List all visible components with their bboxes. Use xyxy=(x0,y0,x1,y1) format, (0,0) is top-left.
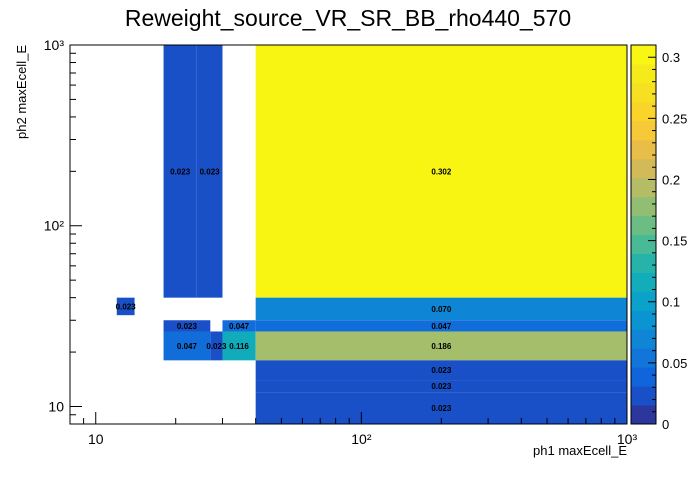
color-scale-band xyxy=(631,158,656,179)
color-scale-tick-label: 0 xyxy=(662,417,669,432)
color-scale-band xyxy=(631,101,656,122)
cell-value-label: 0.302 xyxy=(431,167,452,176)
cell-value-label: 0.023 xyxy=(431,382,452,391)
cell-value-label: 0.023 xyxy=(200,167,221,176)
color-scale-band xyxy=(631,177,656,198)
color-scale-band xyxy=(631,367,656,387)
cell-value-label: 0.116 xyxy=(229,342,249,351)
color-scale-band xyxy=(631,253,656,273)
heatmap-cell xyxy=(163,45,197,298)
cell-value-label: 0.023 xyxy=(206,342,227,351)
color-scale-tick-label: 0.05 xyxy=(662,356,687,371)
heatmap-cell xyxy=(163,320,211,332)
y-tick-label: 10³ xyxy=(44,37,65,53)
color-scale-tick-label: 0.15 xyxy=(662,234,687,249)
color-scale-band xyxy=(631,405,656,425)
cell-value-label: 0.023 xyxy=(116,302,137,311)
color-scale-tick-label: 0.3 xyxy=(662,50,680,65)
cell-value-label: 0.023 xyxy=(170,167,191,176)
cell-value-label: 0.070 xyxy=(431,305,452,314)
heatmap-cell xyxy=(196,45,223,298)
heatmap-cell xyxy=(255,380,627,393)
heatmap-cell xyxy=(255,297,627,321)
heatmap-cell xyxy=(210,331,223,361)
color-scale-tick-label: 0.2 xyxy=(662,172,680,187)
x-tick-label: 10³ xyxy=(617,431,638,447)
color-scale-band xyxy=(631,329,656,349)
color-scale-band xyxy=(631,386,656,406)
y-tick-label: 10 xyxy=(48,398,64,414)
color-scale-band xyxy=(631,82,656,103)
heatmap-cell xyxy=(255,320,627,332)
y-tick-label: 10² xyxy=(44,218,65,234)
cell-value-label: 0.186 xyxy=(431,342,452,351)
color-scale-band xyxy=(631,291,656,311)
color-scale-band xyxy=(631,120,656,141)
cell-value-label: 0.023 xyxy=(177,322,198,331)
x-axis: 10 10² 10³ xyxy=(69,412,638,447)
x-tick-label: 10² xyxy=(351,431,372,447)
cell-value-label: 0.047 xyxy=(229,322,250,331)
heatmap-cell xyxy=(222,320,256,332)
color-scale-tick-label: 0.1 xyxy=(662,295,680,310)
color-scale-tick-label: 0.25 xyxy=(662,111,687,126)
heatmap-cell xyxy=(255,360,627,381)
y-axis: 10 10² 10³ xyxy=(44,37,82,425)
heatmap-cell xyxy=(222,331,256,361)
color-scale-band xyxy=(631,63,656,84)
cell-value-label: 0.047 xyxy=(431,322,452,331)
color-scale-band xyxy=(631,234,656,254)
heatmap-cell xyxy=(116,297,135,316)
color-scale-band xyxy=(631,310,656,330)
heatmap-cell xyxy=(255,45,627,298)
color-scale-frame xyxy=(630,44,657,425)
color-scale-band xyxy=(631,45,656,65)
color-scale-band xyxy=(631,272,656,292)
cell-value-label: 0.023 xyxy=(431,366,452,375)
y-axis-label: ph2 maxEcell_E xyxy=(14,45,29,139)
x-tick-label: 10 xyxy=(88,431,104,447)
heatmap-cell xyxy=(163,331,211,361)
color-scale: 0 0.05 0.1 0.15 0.2 0.25 0.3 xyxy=(630,44,687,432)
color-scale-band xyxy=(631,196,656,217)
x-axis-label: ph1 maxEcell_E xyxy=(533,443,627,458)
cell-labels-layer: 0.023 0.023 0.302 0.023 0.070 0.023 0.047 0.047… xyxy=(116,167,452,413)
heatmap-cell xyxy=(255,331,627,361)
chart-title: Reweight_source_VR_SR_BB_rho440_570 xyxy=(125,5,571,31)
cells-layer xyxy=(116,45,627,424)
color-scale-band xyxy=(631,139,656,160)
cell-value-label: 0.047 xyxy=(177,342,198,351)
color-scale-band xyxy=(631,215,656,235)
cell-value-label: 0.023 xyxy=(431,404,452,413)
